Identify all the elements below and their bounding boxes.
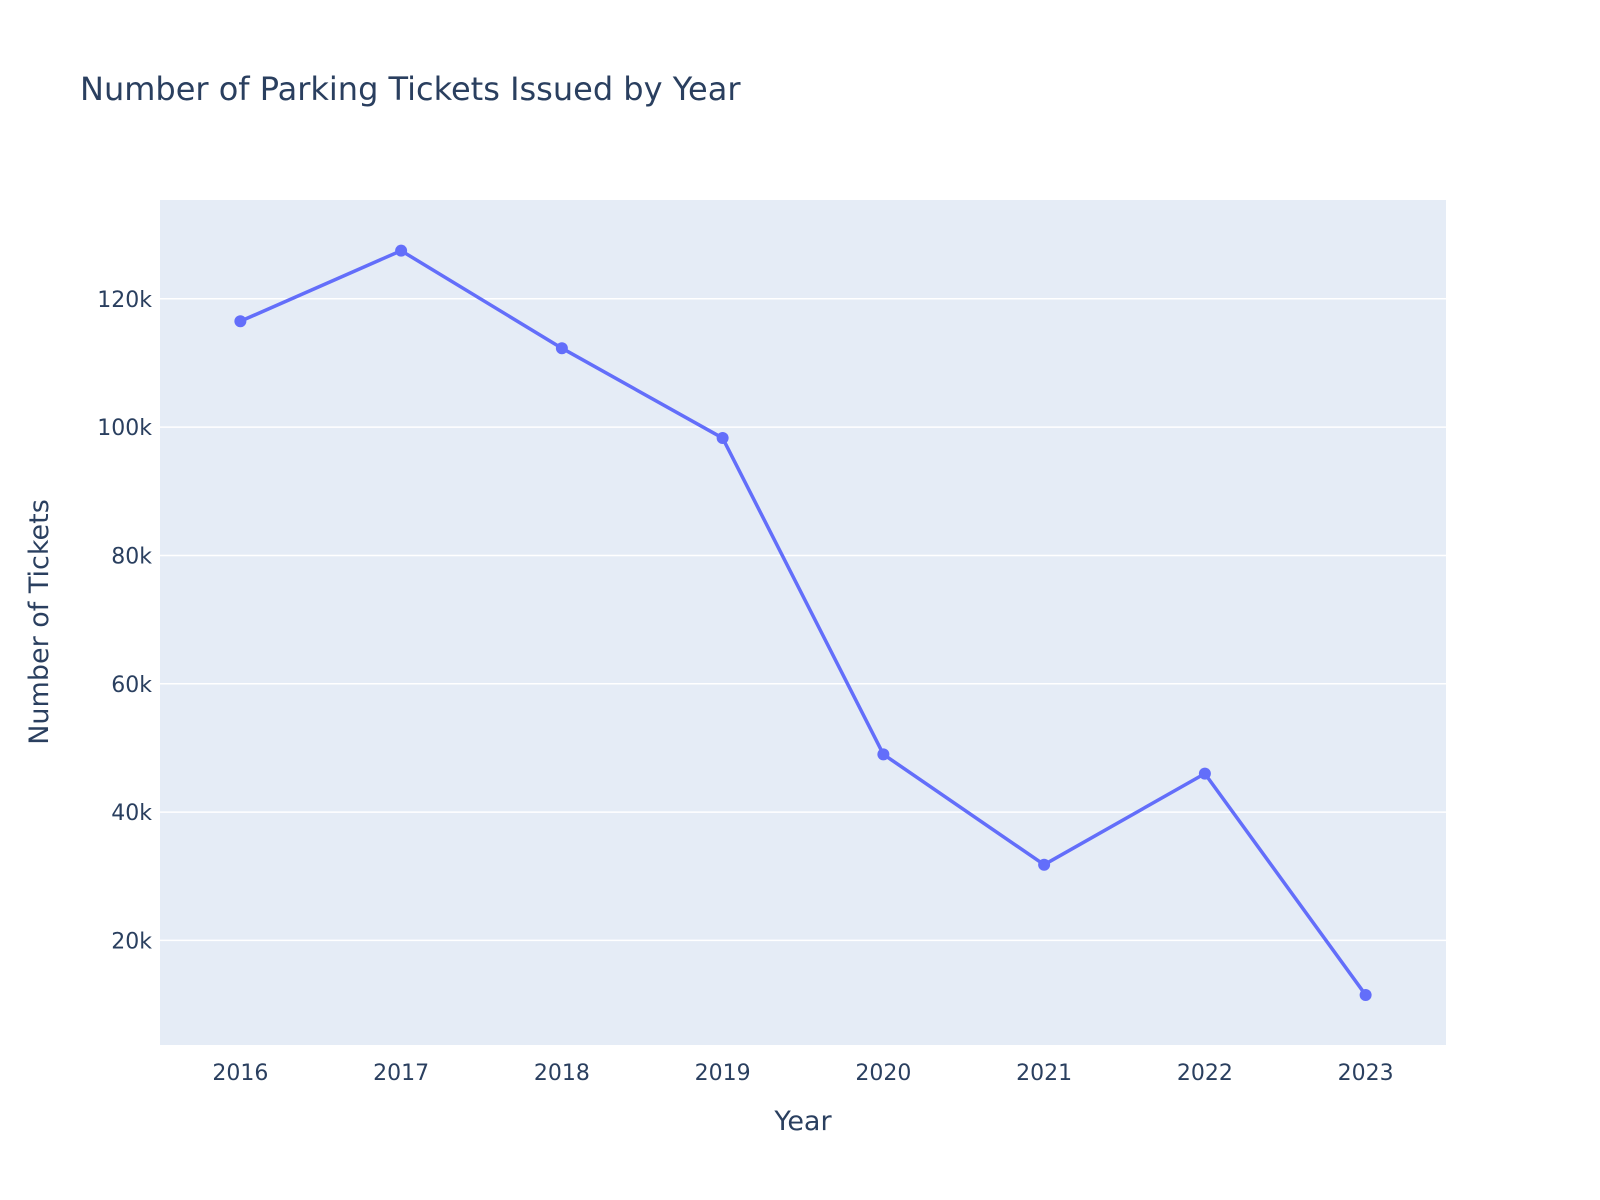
x-tick-label: 2017 [373, 1061, 429, 1086]
x-tick-label: 2021 [1016, 1061, 1072, 1086]
x-tick-label: 2019 [695, 1061, 751, 1086]
data-point[interactable] [395, 244, 408, 257]
y-axis-title: Number of Tickets [24, 499, 55, 745]
data-series [234, 244, 1372, 1001]
data-point[interactable] [1359, 988, 1372, 1001]
y-tick-label: 20k [111, 929, 152, 954]
y-tick-label: 80k [111, 544, 152, 569]
y-tick-label: 100k [97, 416, 152, 441]
plot-area [160, 200, 1446, 1045]
y-tick-label: 120k [97, 288, 152, 313]
y-axis-ticks: 20k 40k 60k 80k 100k 120k [97, 288, 152, 955]
x-axis-title: Year [773, 1106, 832, 1137]
data-point[interactable] [555, 342, 568, 355]
data-point[interactable] [1038, 858, 1051, 871]
x-tick-label: 2016 [212, 1061, 268, 1086]
x-tick-label: 2018 [534, 1061, 590, 1086]
y-gridlines [160, 298, 1446, 942]
data-point[interactable] [877, 748, 890, 761]
y-tick-label: 60k [111, 673, 152, 698]
x-tick-label: 2023 [1338, 1061, 1394, 1086]
y-tick-label: 40k [111, 801, 152, 826]
data-point[interactable] [716, 432, 729, 445]
x-tick-label: 2022 [1177, 1061, 1233, 1086]
x-axis-ticks: 2016 2017 2018 2019 2020 2021 2022 2023 [212, 1061, 1393, 1086]
chart-title: Number of Parking Tickets Issued by Year [80, 70, 741, 108]
x-tick-label: 2020 [855, 1061, 911, 1086]
data-point[interactable] [1198, 767, 1211, 780]
series-line [239, 248, 1368, 996]
data-point[interactable] [234, 315, 247, 328]
